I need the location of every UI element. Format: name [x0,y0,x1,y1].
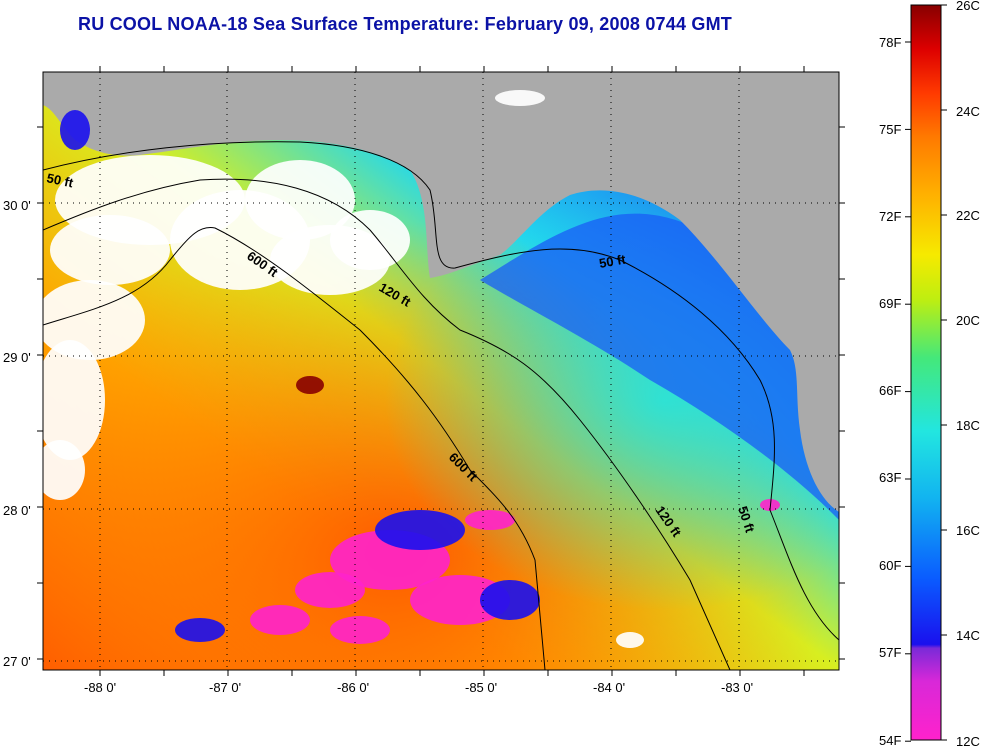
cb-f-label: 63F [879,470,901,485]
cb-f-label: 75F [879,122,901,137]
cold-patch [250,605,310,635]
cold-patch [296,376,324,394]
cloud-patch [330,210,410,270]
cb-c-label: 20C [956,313,980,328]
lat-label: 27 0' [3,654,31,669]
lon-label: -84 0' [593,680,625,695]
contour-label: 50 ft [45,170,75,190]
map-panel [43,72,839,670]
map-frame [42,71,840,671]
cold-patch [480,580,540,620]
lon-label: -83 0' [721,680,753,695]
cloud-patch [495,90,545,106]
colorbar: 78F 75F 72F 69F 66F 63F 60F 57F 54F 26C … [879,0,980,749]
cold-patch [375,510,465,550]
cb-c-label: 24C [956,104,980,119]
depth-contours [43,141,839,670]
cloud-patch [245,160,355,240]
lat-label: 28 0' [3,503,31,518]
contour-50ft [43,141,839,641]
contour-label: 50 ft [598,251,628,271]
cold-patch [410,575,510,625]
contour-120ft [43,178,731,670]
map-title: RU COOL NOAA-18 Sea Surface Temperature:… [78,14,732,34]
contour-600ft [43,226,546,670]
cloud-patch [43,280,145,360]
x-axis-labels: -88 0' -87 0' -86 0' -85 0' -84 0' -83 0… [84,680,753,695]
cloud-patch [43,340,105,460]
cb-c-label: 12C [956,734,980,749]
cloud-patch [616,632,644,648]
cb-f-label: 69F [879,296,901,311]
cb-f-label: 57F [879,645,901,660]
cb-c-label: 22C [956,208,980,223]
colorbar-gradient [910,4,942,741]
cb-f-label: 72F [879,209,901,224]
lon-label: -87 0' [209,680,241,695]
cold-anomaly-patches [60,110,780,644]
graticule [43,72,839,670]
lon-label: -86 0' [337,680,369,695]
cloud-patch [50,215,170,285]
land [43,72,839,512]
cb-c-label: 14C [956,628,980,643]
cb-c-label: 18C [956,418,980,433]
cb-f-label: 54F [879,733,901,748]
axis-ticks [37,66,845,676]
colorbar-ticks [905,4,947,742]
cold-patch [295,572,365,608]
cb-c-label: 26C [956,0,980,13]
lat-label: 30 0' [3,198,31,213]
cloud-cover [43,90,644,648]
cold-patch [60,110,90,150]
cold-patch [175,618,225,642]
cb-f-label: 66F [879,383,901,398]
cb-f-label: 60F [879,558,901,573]
y-axis-labels: 30 0' 29 0' 28 0' 27 0' [3,198,31,669]
lat-label: 29 0' [3,350,31,365]
cloud-patch [43,440,85,500]
cb-f-label: 78F [879,35,901,50]
lon-label: -85 0' [465,680,497,695]
lon-label: -88 0' [84,680,116,695]
cb-c-label: 16C [956,523,980,538]
cold-patch [465,510,515,530]
cold-patch [330,616,390,644]
